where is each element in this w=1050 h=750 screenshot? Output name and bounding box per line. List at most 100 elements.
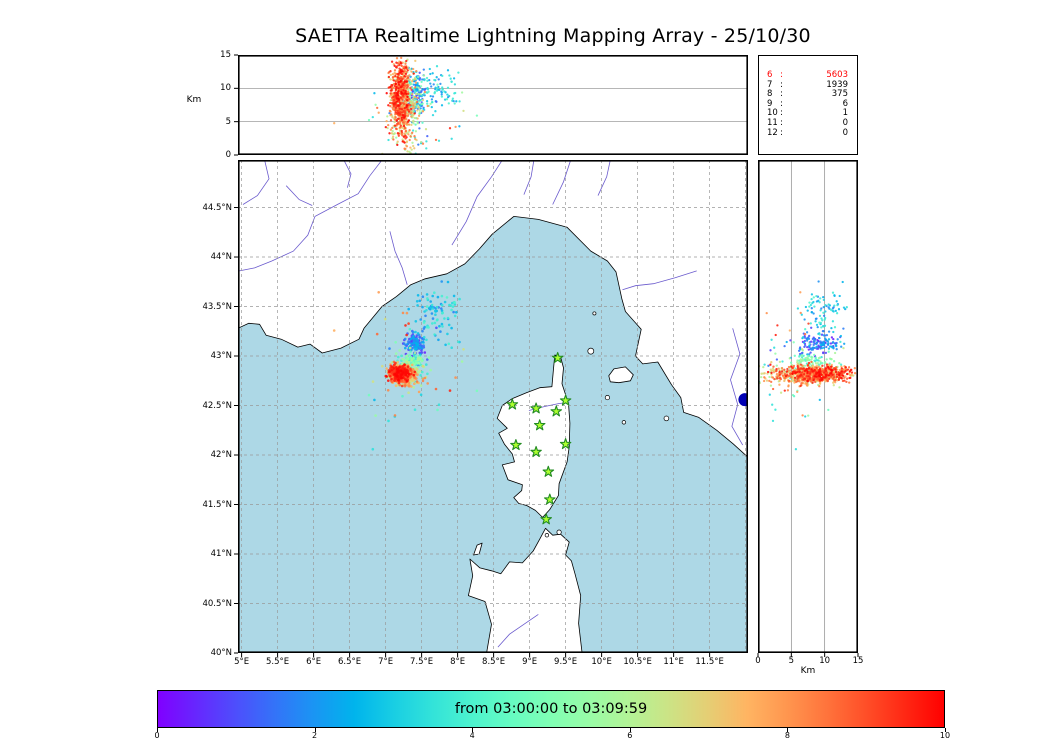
alt-lat-border	[758, 160, 859, 653]
colorbar-tick-label: 10	[939, 731, 951, 740]
colorbar-tick	[945, 728, 946, 732]
lat-tick-label: 40°N	[210, 648, 232, 658]
alt-lon-border	[238, 55, 748, 156]
alt-tick-label-bottom: 0	[755, 656, 761, 666]
map-border	[238, 160, 748, 653]
river	[389, 231, 408, 285]
lat-tick-label: 43°N	[210, 351, 232, 361]
lon-tick-label: 5°E	[234, 657, 250, 667]
colorbar-tick	[472, 728, 474, 732]
lon-tick-label: 8°E	[450, 657, 466, 667]
count-station-level: 9	[767, 98, 773, 109]
alt-tick-label-left: 10	[220, 83, 231, 94]
lon-tick-label: 7.5°E	[410, 657, 434, 667]
small-island	[604, 395, 610, 401]
alt-lat-canvas	[757, 160, 859, 657]
count-station-level: 6	[767, 70, 773, 80]
mainland-landmass	[238, 160, 748, 458]
count-colon: :	[780, 98, 783, 109]
colorbar-tick	[787, 728, 789, 732]
lat-tick-label: 43.5°N	[202, 301, 232, 312]
river	[451, 160, 503, 246]
lon-tick-label: 10.5°E	[623, 657, 652, 667]
station-star	[506, 398, 519, 410]
count-row: 12: 0	[759, 127, 857, 139]
small-island	[556, 529, 562, 535]
lon-tick-label: 9.5°E	[554, 657, 578, 667]
map-scatter	[332, 280, 479, 451]
river	[285, 185, 313, 206]
small-island	[621, 420, 627, 425]
lon-tick-label: 6.5°E	[338, 657, 362, 667]
colorbar-tick-label: 0	[154, 731, 160, 740]
station-star	[543, 493, 556, 505]
station-star	[550, 405, 563, 417]
colorbar-tick	[314, 728, 316, 732]
count-row: 10: 1	[759, 109, 857, 119]
colorbar-tick	[629, 728, 631, 732]
station-star	[559, 394, 572, 406]
count-value: 1939	[826, 79, 848, 90]
colorbar-gradient	[157, 690, 945, 728]
station-star	[510, 439, 522, 451]
lon-tick-label: 9°E	[522, 657, 538, 667]
lon-tick-label: 6°E	[306, 657, 322, 667]
river	[622, 270, 697, 291]
river	[239, 160, 383, 272]
offshore-marker	[738, 393, 748, 407]
count-colon: :	[780, 127, 783, 138]
small-island	[544, 533, 550, 538]
count-row: 7: 1939	[759, 79, 857, 91]
lon-tick-label: 8.5°E	[482, 657, 506, 667]
map-canvas	[234, 160, 748, 657]
alt-lon-scatter	[333, 55, 479, 155]
river	[552, 160, 572, 205]
station-star	[533, 419, 546, 431]
colorbar-tick-label: 6	[627, 731, 633, 740]
colorbar-label: from 03:00:00 to 03:09:59	[454, 701, 648, 717]
count-colon: :	[780, 108, 783, 119]
small-island	[663, 415, 670, 422]
count-colon: :	[780, 70, 783, 80]
map-grid	[238, 160, 748, 653]
lat-tick-label: 42.5°N	[202, 400, 232, 411]
count-value: 0	[842, 127, 848, 138]
alt-axis-label-bottom: Km	[800, 666, 816, 676]
colorbar-tick	[157, 728, 158, 732]
station-star	[530, 445, 542, 458]
count-row: 6: 5603	[759, 70, 857, 81]
alt-axis-label-left: Km	[186, 95, 202, 105]
colorbar-tick-label: 4	[469, 731, 475, 740]
lon-tick-label: 11.5°E	[695, 657, 724, 667]
station-star	[542, 465, 555, 477]
colorbar-tick-label: 2	[312, 731, 318, 740]
count-colon: :	[780, 117, 783, 128]
small-island	[592, 311, 597, 316]
lat-tick-label: 41.5°N	[202, 499, 232, 510]
lon-tick-label: 11°E	[663, 657, 684, 667]
lat-tick-label: 40.5°N	[202, 598, 232, 609]
time-colorbar: from 03:00:00 to 03:09:59	[157, 690, 945, 728]
lon-tick-label: 10°E	[591, 657, 612, 667]
alt-lon-canvas	[234, 54, 748, 156]
count-station-level: 8	[767, 89, 773, 100]
alt-tick-label-bottom: 15	[852, 656, 864, 666]
map-axis-ticks	[234, 207, 711, 657]
alt-tick-label-left: 5	[225, 116, 231, 127]
altitude-latitude-panel	[757, 160, 859, 657]
colorbar-tick-label: 8	[784, 731, 790, 740]
map-panel	[234, 160, 748, 657]
lat-tick-label: 41°N	[210, 549, 232, 559]
river	[597, 160, 611, 196]
lat-tick-label: 44.5°N	[202, 202, 232, 213]
station-star	[559, 438, 572, 450]
small-island	[608, 366, 634, 384]
count-station-level: 11	[767, 117, 778, 128]
count-station-level: 12	[767, 127, 778, 138]
lon-tick-label: 5.5°E	[266, 657, 290, 667]
alt-tick-label-left: 15	[220, 50, 231, 60]
lat-tick-label: 42°N	[210, 450, 232, 460]
small-island	[473, 542, 483, 556]
alt-tick-label-bottom: 10	[819, 656, 831, 666]
count-value: 5603	[826, 70, 848, 80]
